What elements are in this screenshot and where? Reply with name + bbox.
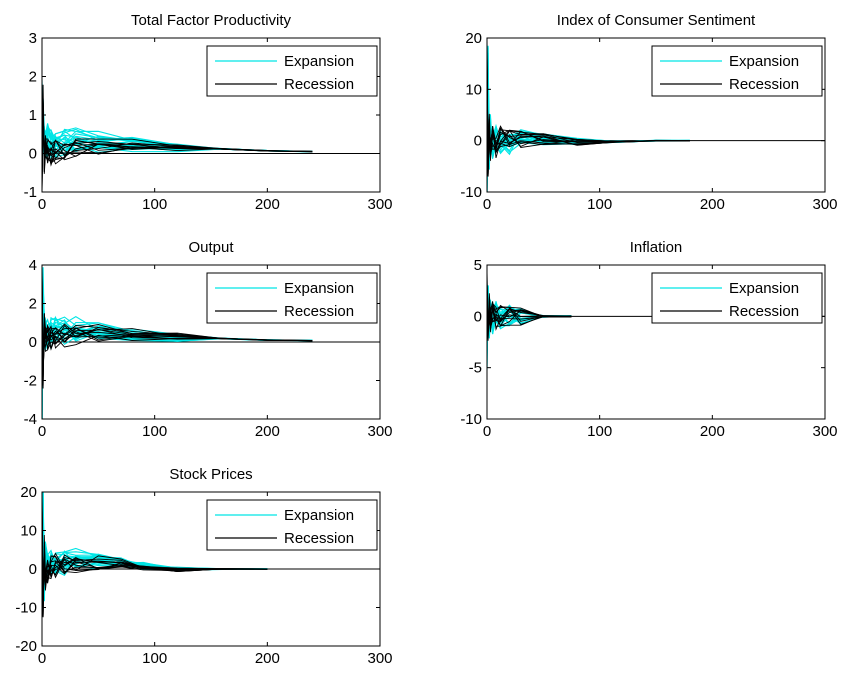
y-tick-label: 0 bbox=[29, 334, 37, 351]
subplot-2: 0 100 200 300 -4 -2 0 2 4 Output Expansion Recessio… bbox=[24, 239, 393, 440]
legend-label: Recession bbox=[284, 76, 354, 93]
y-tick-label: 10 bbox=[20, 523, 37, 540]
y-tick-label: 2 bbox=[29, 296, 37, 313]
x-tick-label: 100 bbox=[587, 423, 612, 440]
plot-lines bbox=[487, 270, 825, 371]
y-tick-label: 0 bbox=[29, 146, 37, 163]
legend-box bbox=[206, 45, 378, 97]
legend-label: Expansion bbox=[729, 53, 799, 70]
legend-box bbox=[206, 272, 378, 324]
x-tick-label: 300 bbox=[367, 196, 392, 213]
x-tick-label: 200 bbox=[255, 423, 280, 440]
x-tick-label: 0 bbox=[483, 423, 491, 440]
y-tick-label: -10 bbox=[460, 411, 482, 428]
series-line-recession bbox=[42, 270, 313, 378]
legend-label: Expansion bbox=[284, 280, 354, 297]
x-tick-label: 200 bbox=[700, 196, 725, 213]
y-tick-label: 20 bbox=[20, 484, 37, 501]
y-tick-label: 4 bbox=[29, 257, 37, 274]
chart-title: Index of Consumer Sentiment bbox=[557, 12, 756, 29]
series-line-recession bbox=[487, 270, 572, 325]
legend-label: Recession bbox=[729, 76, 799, 93]
x-tick-label: 100 bbox=[587, 196, 612, 213]
legend-label: Expansion bbox=[729, 280, 799, 297]
y-tick-label: 20 bbox=[465, 30, 482, 47]
y-tick-label: 0 bbox=[474, 308, 482, 325]
plot-lines bbox=[42, 79, 380, 192]
x-tick-label: 300 bbox=[367, 423, 392, 440]
y-tick-label: 0 bbox=[474, 133, 482, 150]
series-line-recession bbox=[42, 99, 313, 172]
legend-box bbox=[651, 45, 823, 97]
x-tick-label: 200 bbox=[255, 650, 280, 667]
legend-label: Recession bbox=[284, 530, 354, 547]
y-tick-label: -20 bbox=[15, 638, 37, 655]
series-line-recession bbox=[42, 537, 268, 585]
series-line-recession bbox=[42, 265, 313, 389]
legend-label: Recession bbox=[729, 303, 799, 320]
x-tick-label: 100 bbox=[142, 423, 167, 440]
y-tick-label: -5 bbox=[469, 360, 482, 377]
legend-box bbox=[206, 499, 378, 551]
axes-box bbox=[486, 264, 826, 420]
x-tick-label: 0 bbox=[38, 196, 46, 213]
legend-label: Expansion bbox=[284, 507, 354, 524]
y-tick-label: -10 bbox=[460, 184, 482, 201]
y-tick-label: 0 bbox=[29, 561, 37, 578]
x-tick-label: 300 bbox=[812, 196, 837, 213]
series-line-recession bbox=[487, 60, 690, 167]
chart-title: Output bbox=[188, 239, 234, 256]
x-tick-label: 200 bbox=[700, 423, 725, 440]
y-tick-label: -2 bbox=[24, 373, 37, 390]
x-tick-label: 100 bbox=[142, 650, 167, 667]
y-tick-label: 1 bbox=[29, 107, 37, 124]
x-tick-label: 0 bbox=[38, 650, 46, 667]
axes-box bbox=[486, 37, 826, 193]
y-tick-label: -10 bbox=[15, 600, 37, 617]
plot-lines bbox=[42, 265, 380, 419]
x-tick-label: 0 bbox=[483, 196, 491, 213]
y-tick-label: 10 bbox=[465, 81, 482, 98]
chart-title: Total Factor Productivity bbox=[131, 12, 292, 29]
x-tick-label: 0 bbox=[38, 423, 46, 440]
legend-label: Recession bbox=[284, 303, 354, 320]
chart-title: Inflation bbox=[630, 239, 683, 256]
y-tick-label: 3 bbox=[29, 30, 37, 47]
legend-box bbox=[651, 272, 823, 324]
subplot-4: 0 100 200 300 -20 -10 0 10 20 Stock Prices Expansi… bbox=[15, 466, 392, 667]
y-tick-label: -4 bbox=[24, 411, 37, 428]
chart-title: Stock Prices bbox=[169, 466, 252, 483]
x-tick-label: 200 bbox=[255, 196, 280, 213]
x-tick-label: 100 bbox=[142, 196, 167, 213]
x-tick-label: 300 bbox=[367, 650, 392, 667]
y-tick-label: 5 bbox=[474, 257, 482, 274]
subplot-3: 0 100 200 300 -10 -5 0 5 Inflation Expansion Reces… bbox=[460, 239, 837, 440]
y-tick-label: 2 bbox=[29, 69, 37, 86]
plot-lines bbox=[487, 38, 825, 192]
y-tick-label: -1 bbox=[24, 184, 37, 201]
x-tick-label: 300 bbox=[812, 423, 837, 440]
legend-label: Expansion bbox=[284, 53, 354, 70]
